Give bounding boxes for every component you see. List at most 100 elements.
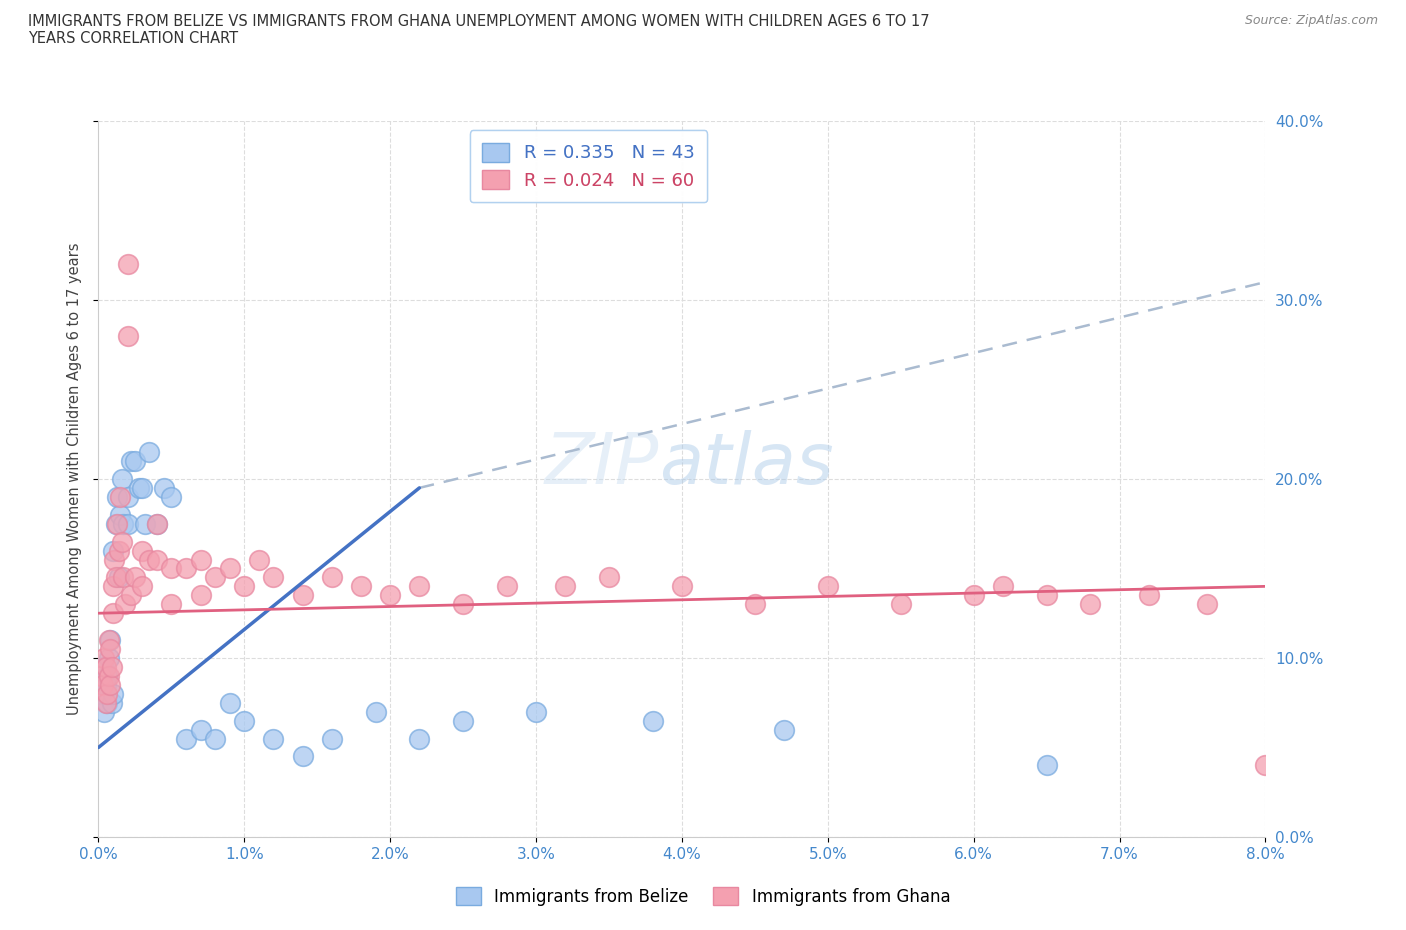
Point bbox=[218, 696, 240, 711]
Point bbox=[97, 651, 120, 666]
Point bbox=[817, 578, 839, 593]
Point bbox=[671, 578, 693, 593]
Point bbox=[190, 588, 212, 603]
Point bbox=[124, 454, 146, 469]
Point bbox=[98, 677, 121, 692]
Point bbox=[321, 570, 343, 585]
Point bbox=[451, 713, 474, 728]
Point bbox=[146, 516, 169, 531]
Point bbox=[104, 570, 127, 585]
Point bbox=[160, 561, 183, 576]
Text: atlas: atlas bbox=[658, 431, 834, 499]
Point bbox=[641, 713, 664, 728]
Legend: Immigrants from Belize, Immigrants from Ghana: Immigrants from Belize, Immigrants from … bbox=[449, 881, 957, 912]
Point bbox=[962, 588, 984, 603]
Point bbox=[112, 570, 135, 585]
Point bbox=[174, 731, 197, 746]
Point bbox=[94, 696, 117, 711]
Point bbox=[598, 570, 620, 585]
Point bbox=[91, 677, 114, 692]
Point bbox=[108, 570, 131, 585]
Point bbox=[524, 704, 547, 719]
Text: ZIP: ZIP bbox=[544, 431, 658, 499]
Point bbox=[101, 686, 124, 701]
Point bbox=[233, 578, 256, 593]
Point bbox=[153, 481, 176, 496]
Point bbox=[110, 508, 132, 523]
Point bbox=[94, 659, 117, 674]
Point bbox=[174, 561, 197, 576]
Point bbox=[408, 578, 430, 593]
Point bbox=[120, 454, 142, 469]
Point bbox=[291, 588, 314, 603]
Point bbox=[291, 749, 314, 764]
Point bbox=[111, 472, 134, 486]
Point bbox=[991, 578, 1014, 593]
Point bbox=[103, 552, 125, 567]
Point bbox=[98, 632, 121, 647]
Point bbox=[110, 489, 132, 504]
Point bbox=[262, 570, 284, 585]
Point bbox=[350, 578, 373, 593]
Point bbox=[408, 731, 430, 746]
Point bbox=[90, 686, 112, 701]
Point bbox=[124, 570, 146, 585]
Point bbox=[233, 713, 256, 728]
Point bbox=[111, 534, 134, 549]
Point bbox=[1080, 597, 1102, 612]
Point bbox=[97, 632, 120, 647]
Point bbox=[138, 552, 160, 567]
Point bbox=[218, 561, 240, 576]
Point bbox=[262, 731, 284, 746]
Point bbox=[190, 552, 212, 567]
Point bbox=[117, 516, 139, 531]
Y-axis label: Unemployment Among Women with Children Ages 6 to 17 years: Unemployment Among Women with Children A… bbox=[67, 243, 83, 715]
Point bbox=[96, 686, 118, 701]
Point bbox=[97, 669, 120, 684]
Point bbox=[100, 696, 122, 711]
Point bbox=[496, 578, 519, 593]
Point bbox=[773, 722, 796, 737]
Point bbox=[1195, 597, 1218, 612]
Point bbox=[90, 669, 112, 684]
Point bbox=[101, 578, 124, 593]
Point bbox=[160, 597, 183, 612]
Point bbox=[96, 669, 118, 684]
Point bbox=[554, 578, 576, 593]
Point bbox=[96, 696, 118, 711]
Point bbox=[105, 489, 128, 504]
Point bbox=[100, 659, 122, 674]
Point bbox=[101, 605, 124, 620]
Point bbox=[138, 445, 160, 459]
Point bbox=[93, 651, 115, 666]
Point bbox=[1137, 588, 1160, 603]
Point bbox=[117, 257, 139, 272]
Point bbox=[451, 597, 474, 612]
Point bbox=[98, 642, 121, 657]
Point bbox=[131, 481, 153, 496]
Point bbox=[105, 516, 128, 531]
Point bbox=[744, 597, 766, 612]
Legend: R = 0.335   N = 43, R = 0.024   N = 60: R = 0.335 N = 43, R = 0.024 N = 60 bbox=[470, 130, 707, 202]
Point bbox=[134, 516, 156, 531]
Point bbox=[112, 516, 135, 531]
Point bbox=[131, 543, 153, 558]
Point bbox=[104, 516, 127, 531]
Point bbox=[321, 731, 343, 746]
Point bbox=[128, 481, 150, 496]
Point bbox=[146, 552, 169, 567]
Point bbox=[890, 597, 912, 612]
Point bbox=[204, 731, 226, 746]
Point bbox=[94, 677, 117, 692]
Point bbox=[117, 489, 139, 504]
Point bbox=[160, 489, 183, 504]
Point bbox=[120, 588, 142, 603]
Point bbox=[101, 543, 124, 558]
Point bbox=[131, 578, 153, 593]
Point bbox=[114, 597, 136, 612]
Point bbox=[117, 328, 139, 343]
Point bbox=[146, 516, 169, 531]
Point bbox=[204, 570, 226, 585]
Text: IMMIGRANTS FROM BELIZE VS IMMIGRANTS FROM GHANA UNEMPLOYMENT AMONG WOMEN WITH CH: IMMIGRANTS FROM BELIZE VS IMMIGRANTS FRO… bbox=[28, 14, 929, 46]
Point bbox=[93, 704, 115, 719]
